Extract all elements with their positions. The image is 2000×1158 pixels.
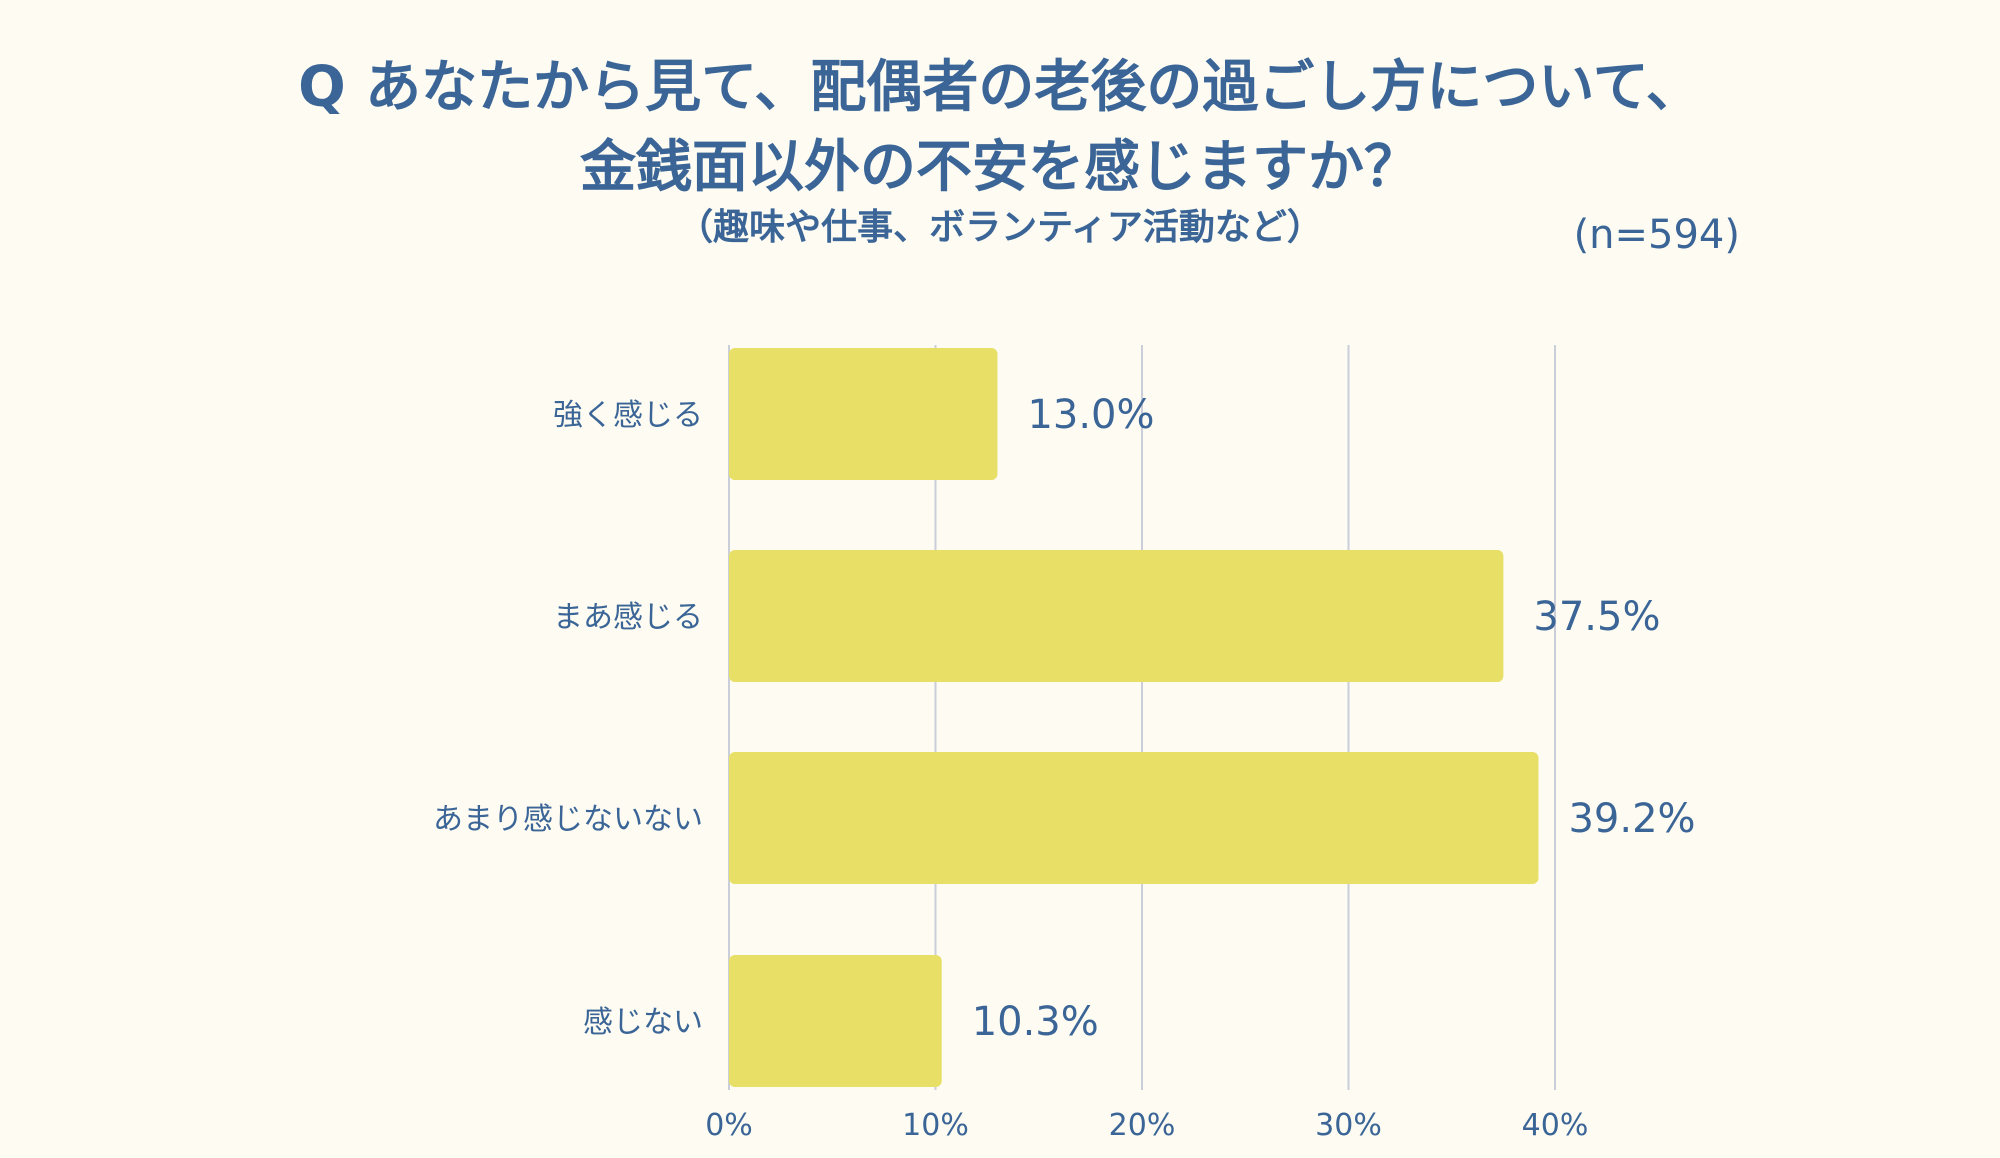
x-tick-label: 40% bbox=[1522, 1108, 1589, 1143]
bar-2 bbox=[729, 550, 1504, 682]
sample-size-label: (n=594) bbox=[1573, 212, 1740, 258]
chart-title-line-2: 金銭面以外の不安を感じますか？ bbox=[580, 135, 1420, 200]
x-tick-label: 10% bbox=[902, 1108, 969, 1143]
value-label: 13.0% bbox=[1027, 392, 1154, 438]
category-label: まあ感じる bbox=[553, 600, 703, 635]
bar-3 bbox=[729, 752, 1539, 884]
category-label: あまり感じないない bbox=[433, 802, 703, 837]
chart-title-line-1: Q あなたから見て、配偶者の老後の過ごし方について、 bbox=[298, 55, 1702, 120]
category-label: 感じない bbox=[583, 1005, 703, 1040]
label-layer: 0% 10% 20% 30% 40% 強く感じる 13.0% まあ感じる 37.5% あまり感じな… bbox=[433, 392, 1696, 1143]
bar-1 bbox=[729, 348, 998, 480]
bar-layer bbox=[729, 348, 1539, 1087]
category-label: 強く感じる bbox=[553, 398, 703, 433]
value-label: 10.3% bbox=[972, 999, 1099, 1045]
x-tick-label: 0% bbox=[705, 1108, 753, 1143]
value-label: 39.2% bbox=[1568, 796, 1695, 842]
bar-4 bbox=[729, 955, 942, 1087]
value-label: 37.5% bbox=[1533, 594, 1660, 640]
x-tick-label: 20% bbox=[1109, 1108, 1176, 1143]
x-tick-label: 30% bbox=[1315, 1108, 1382, 1143]
chart-subtitle: （趣味や仕事、ボランティア活動など） bbox=[677, 207, 1323, 248]
